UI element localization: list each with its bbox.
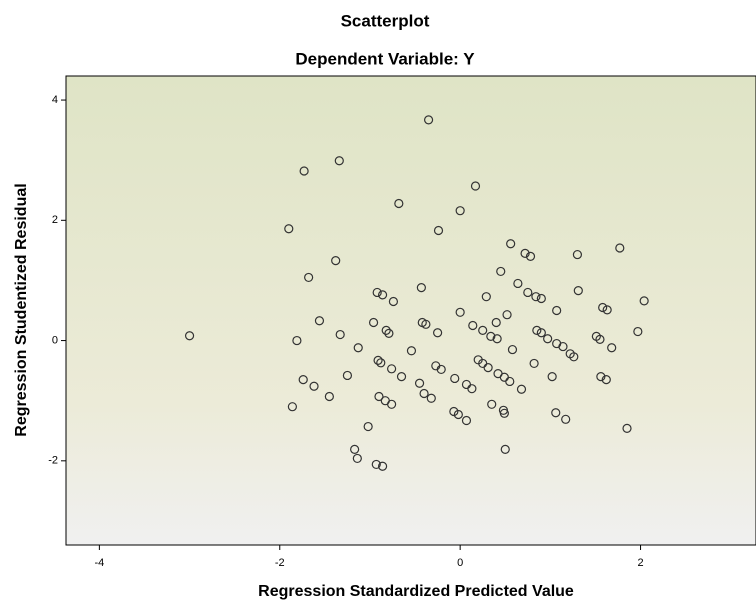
x-tick-label: 2: [637, 557, 643, 569]
y-tick-label: 4: [52, 94, 58, 106]
x-axis-label: Regression Standardized Predicted Value: [258, 583, 574, 600]
x-tick-label: -4: [94, 557, 104, 569]
y-tick-label: 2: [52, 214, 58, 226]
x-tick-label: -2: [275, 557, 285, 569]
page: {"chart_data": {"type": "scatter", "titl…: [0, 0, 756, 604]
y-axis-label: Regression Studentized Residual: [13, 183, 30, 436]
chart-subtitle: Dependent Variable: Y: [295, 49, 475, 68]
y-tick-label: 0: [52, 334, 58, 346]
x-tick-label: 0: [457, 557, 463, 569]
chart: Scatterplot Dependent Variable: Y Regres…: [0, 0, 756, 604]
plot-area: [66, 76, 756, 545]
y-tick-label: -2: [48, 455, 58, 467]
chart-title: Scatterplot: [341, 11, 430, 30]
